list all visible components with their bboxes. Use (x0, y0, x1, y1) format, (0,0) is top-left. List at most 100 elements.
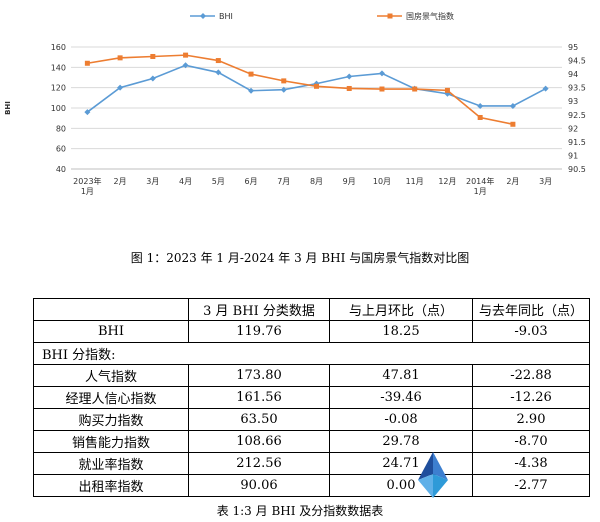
row-value: 90.06 (188, 474, 330, 497)
x-tick-label: 1月 (81, 187, 94, 196)
y-right-tick-label: 90.5 (568, 165, 586, 174)
row-value: 47.81 (329, 364, 473, 387)
x-tick-label: 2014年 (466, 176, 494, 186)
table-header-row: 3 月 BHI 分类数据 与上月环比（点） 与去年同比（点） (33, 298, 590, 321)
y-right-tick-label: 92 (568, 124, 578, 133)
row-value: 18.25 (329, 320, 473, 343)
y-right-tick-label: 95 (568, 43, 578, 52)
x-tick-label: 3月 (146, 177, 159, 186)
table-row: 购买力指数 63.50 -0.08 2.90 (33, 408, 590, 431)
table-row: 就业率指数 212.56 24.71 -4.38 (33, 452, 590, 475)
row-value: -2.77 (472, 474, 590, 497)
legend-marker (387, 13, 393, 19)
y-right-tick-label: 91.5 (568, 138, 586, 147)
legend-marker (200, 13, 206, 19)
x-tick-label: 3月 (539, 177, 552, 186)
row-value: 63.50 (188, 408, 330, 431)
row-value: -0.08 (329, 408, 473, 431)
data-point (215, 58, 221, 64)
data-point (444, 87, 450, 93)
data-point (183, 52, 189, 58)
y-right-tick-label: 94 (568, 70, 578, 79)
row-name: 购买力指数 (33, 408, 189, 431)
row-value: 2.90 (472, 408, 590, 431)
row-name: 经理人信心指数 (33, 386, 189, 409)
data-point (281, 78, 287, 84)
data-point (215, 69, 222, 76)
x-tick-label: 1月 (474, 187, 487, 196)
data-point (378, 70, 385, 77)
data-point (379, 86, 385, 92)
data-point (346, 73, 353, 80)
data-point (248, 71, 254, 77)
x-tick-label: 10月 (373, 177, 391, 186)
y-right-tick-label: 92.5 (568, 111, 586, 120)
row-value: 119.76 (188, 320, 330, 343)
data-point (510, 121, 516, 127)
row-value: -22.88 (472, 364, 590, 387)
row-value: 24.71 (329, 452, 473, 475)
data-point (280, 86, 287, 93)
y-left-tick-label: 140 (51, 63, 66, 72)
data-point (182, 62, 189, 69)
y-left-tick-label: 60 (56, 145, 66, 154)
data-point (346, 85, 352, 91)
x-tick-label: 9月 (343, 177, 356, 186)
bhi-data-table: 3 月 BHI 分类数据 与上月环比（点） 与去年同比（点） BHI 119.76… (33, 298, 590, 497)
row-name: 出租率指数 (33, 474, 189, 497)
row-name: 就业率指数 (33, 452, 189, 475)
row-name: 销售能力指数 (33, 430, 189, 453)
figure-caption: 图 1：2023 年 1 月-2024 年 3 月 BHI 与国房景气指数对比图 (130, 251, 470, 265)
row-value: 0.00 (329, 474, 473, 497)
x-tick-label: 12月 (438, 177, 456, 186)
table-row: 出租率指数 90.06 0.00 -2.77 (33, 474, 590, 497)
y-right-tick-label: 93.5 (568, 84, 586, 93)
data-point (117, 84, 124, 91)
y-left-tick-label: 160 (51, 43, 66, 52)
table-row: BHI 119.76 18.25 -9.03 (33, 320, 590, 343)
row-value: 212.56 (188, 452, 330, 475)
data-point (84, 60, 90, 66)
row-value: -8.70 (472, 430, 590, 453)
row-value: -39.46 (329, 386, 473, 409)
row-value: 29.78 (329, 430, 473, 453)
line-chart: 40 60 80 100 120 140 160 90.5 91 91.5 92 92.5 93 93.5… (4, 11, 586, 196)
x-tick-label: 7月 (277, 177, 290, 186)
table-caption: 表 1:3 月 BHI 及分指数数据表 (216, 504, 384, 518)
row-name: 人气指数 (33, 364, 189, 387)
y-left-tick-label: 40 (56, 165, 66, 174)
y-left-tick-label: 80 (56, 124, 66, 133)
y-left-tick-label: 100 (51, 104, 66, 113)
row-value: -4.38 (472, 452, 590, 475)
legend-label: BHI (219, 12, 233, 21)
x-tick-label: 6月 (244, 177, 257, 186)
x-tick-label: 5月 (212, 177, 225, 186)
x-tick-label: 2023年 (73, 176, 101, 186)
header-cell (33, 298, 189, 321)
data-point (477, 114, 483, 120)
row-value: 108.66 (188, 430, 330, 453)
data-point (149, 75, 156, 82)
header-cell: 3 月 BHI 分类数据 (188, 298, 330, 321)
x-tick-label: 11月 (406, 177, 424, 186)
data-point (314, 83, 319, 89)
data-point (477, 102, 484, 109)
row-value: -9.03 (472, 320, 590, 343)
row-name: BHI (33, 320, 189, 343)
y-right-tick-label: 93 (568, 97, 578, 106)
y-right-tick-label: 94.5 (568, 57, 586, 66)
legend-label: 国房景气指数 (406, 11, 454, 21)
data-point (542, 85, 549, 92)
row-value: 173.80 (188, 364, 330, 387)
header-cell: 与去年同比（点） (472, 298, 590, 321)
y-right-tick-label: 91 (568, 151, 578, 160)
group-label: BHI 分指数: (33, 342, 590, 365)
x-tick-label: 2月 (506, 177, 519, 186)
data-point (412, 86, 418, 92)
y-axis-label: BHI (4, 101, 12, 115)
data-point (509, 102, 516, 109)
table-row: 经理人信心指数 161.56 -39.46 -12.26 (33, 386, 590, 409)
x-tick-label: 4月 (179, 177, 192, 186)
x-tick-label: 2月 (114, 177, 127, 186)
header-cell: 与上月环比（点） (329, 298, 473, 321)
